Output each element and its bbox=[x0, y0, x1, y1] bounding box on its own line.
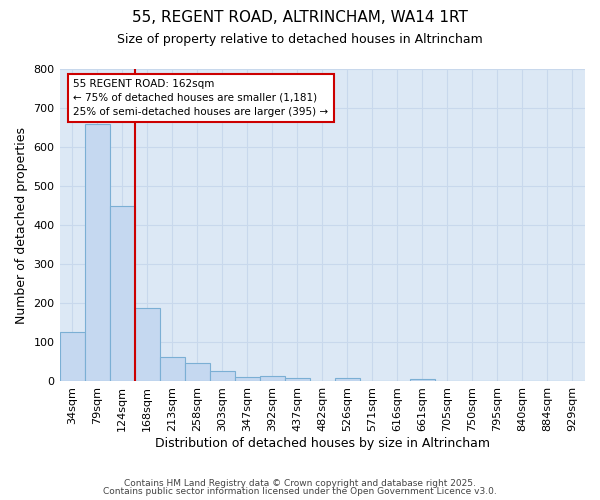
Bar bbox=[235, 377, 260, 382]
Bar bbox=[410, 379, 435, 382]
Bar bbox=[59, 332, 85, 382]
Text: Size of property relative to detached houses in Altrincham: Size of property relative to detached ho… bbox=[117, 32, 483, 46]
Text: Contains HM Land Registry data © Crown copyright and database right 2025.: Contains HM Land Registry data © Crown c… bbox=[124, 478, 476, 488]
Bar bbox=[134, 308, 160, 382]
X-axis label: Distribution of detached houses by size in Altrincham: Distribution of detached houses by size … bbox=[155, 437, 490, 450]
Y-axis label: Number of detached properties: Number of detached properties bbox=[15, 126, 28, 324]
Bar bbox=[110, 206, 134, 382]
Bar bbox=[209, 371, 235, 382]
Text: Contains public sector information licensed under the Open Government Licence v3: Contains public sector information licen… bbox=[103, 487, 497, 496]
Text: 55, REGENT ROAD, ALTRINCHAM, WA14 1RT: 55, REGENT ROAD, ALTRINCHAM, WA14 1RT bbox=[132, 10, 468, 25]
Bar bbox=[185, 364, 209, 382]
Bar bbox=[85, 124, 110, 382]
Bar bbox=[335, 378, 360, 382]
Bar bbox=[285, 378, 310, 382]
Text: 55 REGENT ROAD: 162sqm
← 75% of detached houses are smaller (1,181)
25% of semi-: 55 REGENT ROAD: 162sqm ← 75% of detached… bbox=[73, 79, 328, 117]
Bar bbox=[160, 357, 185, 382]
Bar bbox=[260, 376, 285, 382]
